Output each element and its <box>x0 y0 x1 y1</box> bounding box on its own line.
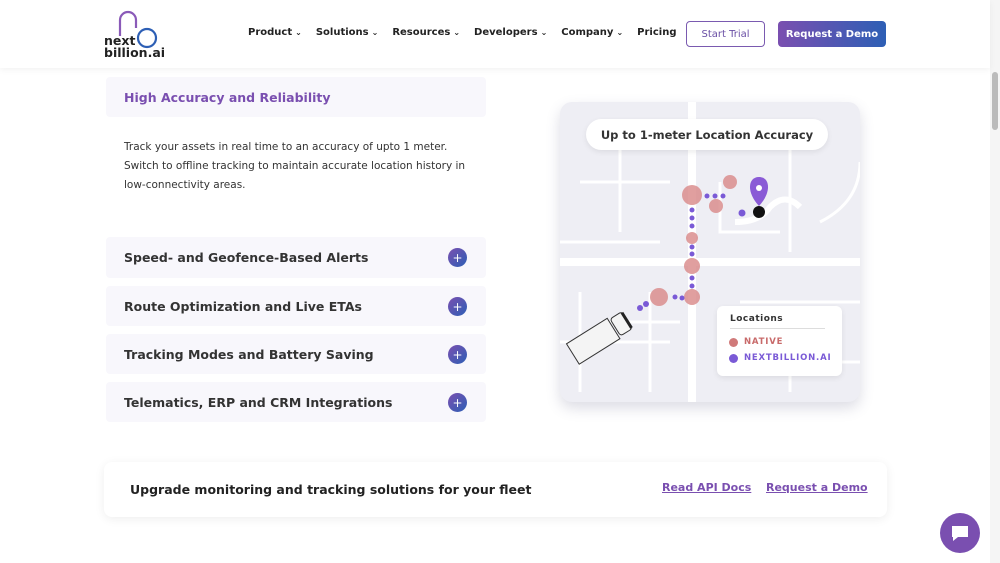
plus-icon[interactable]: + <box>448 297 467 316</box>
scrollbar-thumb[interactable] <box>992 72 998 130</box>
nav-label: Resources <box>392 27 451 38</box>
logo-mark-icon <box>118 10 158 49</box>
chevron-down-icon: ⌄ <box>616 28 624 37</box>
map-illustration <box>560 102 860 402</box>
nav-pricing[interactable]: Pricing <box>637 27 677 38</box>
scrollbar[interactable] <box>990 0 1000 563</box>
accordion-title: Tracking Modes and Battery Saving <box>124 347 374 362</box>
chevron-down-icon: ⌄ <box>295 28 302 37</box>
start-trial-button[interactable]: Start Trial <box>686 21 765 47</box>
nav-label: Solutions <box>315 27 369 38</box>
site-header: next billion.ai Product ⌄ Solutions ⌄ Reso… <box>0 0 990 68</box>
plus-icon[interactable]: + <box>448 248 467 267</box>
accordion-description: Track your assets in real time to an acc… <box>124 141 466 191</box>
plus-icon[interactable]: + <box>448 345 467 364</box>
request-demo-button[interactable]: Request a Demo <box>778 21 886 47</box>
logo-text-1: next <box>104 33 136 48</box>
accordion-item-tracking-modes[interactable]: Tracking Modes and Battery Saving + <box>106 334 486 374</box>
nav-product[interactable]: Product ⌄ <box>248 27 302 38</box>
nav-label: Product <box>248 27 293 38</box>
chevron-down-icon: ⌄ <box>371 28 379 37</box>
accordion-title: Route Optimization and Live ETAs <box>124 299 362 314</box>
accordion-title: Telematics, ERP and CRM Integrations <box>124 395 393 410</box>
chat-button[interactable] <box>940 513 980 553</box>
legend-nextbillion: NEXTBILLION.AI <box>729 353 831 363</box>
cta-text: Upgrade monitoring and tracking solution… <box>130 482 532 497</box>
nav-resources[interactable]: Resources ⌄ <box>392 27 460 38</box>
accordion-title: Speed- and Geofence-Based Alerts <box>124 250 369 265</box>
nav-developers[interactable]: Developers ⌄ <box>474 27 547 38</box>
logo[interactable]: next billion.ai <box>104 10 166 60</box>
nav-solutions[interactable]: Solutions ⌄ <box>316 27 378 38</box>
logo-text-2: billion.ai <box>104 45 166 60</box>
legend-label: NATIVE <box>744 337 784 347</box>
nav-label: Developers <box>474 27 538 38</box>
legend-dot-icon <box>729 353 738 363</box>
cta-banner: Upgrade monitoring and tracking solution… <box>104 462 887 517</box>
legend-label: NEXTBILLION.AI <box>744 353 832 363</box>
legend-dot-icon <box>729 337 738 347</box>
nav-company[interactable]: Company ⌄ <box>561 27 623 38</box>
accordion-item-route[interactable]: Route Optimization and Live ETAs + <box>106 286 486 326</box>
read-api-docs-link[interactable]: Read API Docs <box>662 481 752 494</box>
chat-icon <box>952 526 968 541</box>
map-graphic <box>560 102 860 402</box>
chevron-down-icon: ⌄ <box>540 28 548 37</box>
chevron-down-icon: ⌄ <box>453 28 461 37</box>
request-demo-link[interactable]: Request a Demo <box>766 481 868 494</box>
nav-label: Company <box>561 27 614 38</box>
legend-title: Locations <box>730 314 825 329</box>
accordion-item-integrations[interactable]: Telematics, ERP and CRM Integrations + <box>106 382 486 422</box>
legend-native: NATIVE <box>729 337 783 347</box>
accordion-item-alerts[interactable]: Speed- and Geofence-Based Alerts + <box>106 237 486 278</box>
map-title-badge: Up to 1-meter Location Accuracy <box>586 119 828 150</box>
main-nav: Product ⌄ Solutions ⌄ Resources ⌄ Developer… <box>248 27 676 38</box>
plus-icon[interactable]: + <box>448 393 467 412</box>
map-legend: Locations NATIVE NEXTBILLION.AI <box>717 306 842 376</box>
accordion-title: High Accuracy and Reliability <box>124 90 331 105</box>
accordion-item-accuracy[interactable]: High Accuracy and Reliability <box>106 77 486 117</box>
